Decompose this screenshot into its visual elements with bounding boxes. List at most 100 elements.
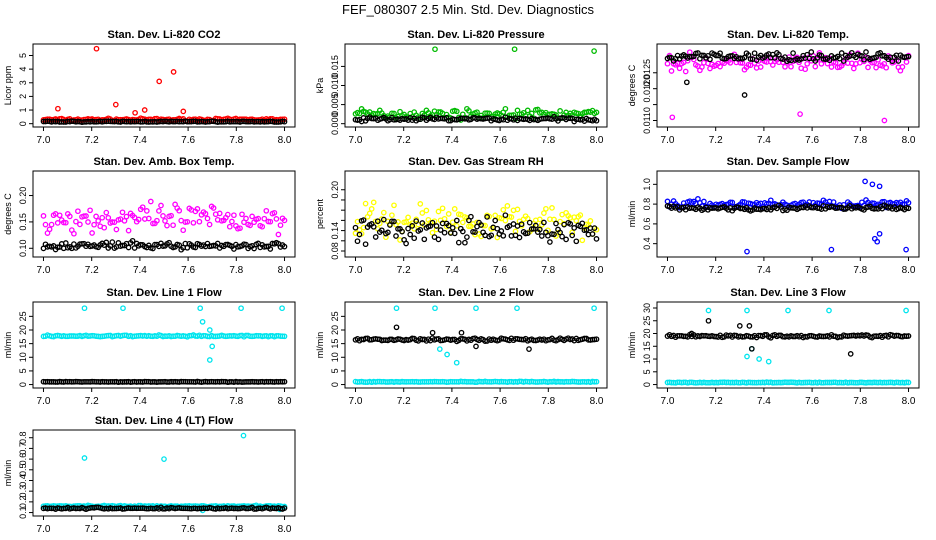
data-point <box>95 218 102 224</box>
data-point <box>190 219 197 226</box>
y-tick-label: 3 <box>18 80 28 85</box>
data-point <box>391 202 397 209</box>
data-point <box>502 105 509 112</box>
data-point-outlier <box>238 305 244 312</box>
data-point <box>109 219 116 225</box>
chart-panel-10: Stan. Dev. Line 4 (LT) Flow 7.0 7.2 7.4 7.6 7… <box>3 415 296 535</box>
data-point <box>275 231 282 238</box>
plot-frame <box>656 170 920 258</box>
data-point <box>429 229 436 236</box>
data-point <box>865 64 871 71</box>
data-point <box>883 64 890 71</box>
series-black <box>352 113 600 125</box>
data-point <box>541 219 547 226</box>
y-tick-label: 10 <box>330 352 340 362</box>
data-point <box>439 205 446 212</box>
x-tick-label: 7.8 <box>853 265 867 276</box>
data-point <box>826 57 833 64</box>
panel-title: Stan. Dev. Line 4 (LT) Flow <box>95 415 234 427</box>
data-point <box>247 222 253 229</box>
y-tick-label: 0.4 <box>642 237 652 250</box>
data-point-outlier <box>81 305 88 312</box>
panel-title: Stan. Dev. Gas Stream RH <box>408 156 544 168</box>
data-point-outlier <box>432 46 438 53</box>
data-point-outlier <box>765 358 772 365</box>
data-point <box>216 210 223 217</box>
data-point <box>103 209 110 216</box>
data-point <box>686 49 693 56</box>
data-point <box>593 378 600 385</box>
x-tick-label: 7.8 <box>229 396 243 407</box>
data-point <box>462 239 468 246</box>
data-point <box>109 239 116 245</box>
x-tick-label: 7.0 <box>37 524 51 535</box>
data-point <box>421 236 428 243</box>
data-point <box>101 224 108 231</box>
data-point <box>156 208 162 214</box>
data-point <box>524 107 531 114</box>
data-point <box>895 58 902 64</box>
data-point <box>281 505 288 511</box>
data-point <box>524 230 531 237</box>
y-tick-label: 10 <box>18 352 28 362</box>
data-point <box>419 220 426 226</box>
x-tick-label: 7.0 <box>661 135 675 146</box>
data-point <box>903 59 910 65</box>
data-point <box>502 212 509 219</box>
data-point <box>374 218 381 225</box>
data-point-outlier <box>591 305 597 312</box>
data-point <box>79 240 85 247</box>
data-point-outlier <box>156 78 163 85</box>
data-point-outlier <box>429 329 436 336</box>
y-tick-label: 0.1 <box>18 506 28 519</box>
y-tick-label: 0.20 <box>18 187 28 205</box>
chart-panel-1: Stan. Dev. Li-820 CO2 7.0 7.2 7.4 7.6 7.8 8.0 0… <box>3 29 296 146</box>
x-tick-label: 7.0 <box>349 396 363 407</box>
data-point-outlier <box>862 178 868 185</box>
x-tick-label: 7.6 <box>181 265 195 276</box>
y-tick-label: 0.5 <box>18 464 28 477</box>
data-point-outlier <box>393 324 400 331</box>
panel-title: Stan. Dev. Line 1 Flow <box>106 287 222 299</box>
y-axis-label: degrees C <box>627 64 637 106</box>
data-point <box>459 219 466 226</box>
series-black <box>40 118 288 126</box>
data-point <box>71 230 77 237</box>
x-tick-label: 7.8 <box>229 524 243 535</box>
data-point <box>93 213 99 220</box>
data-point-outlier <box>444 351 450 358</box>
data-point <box>504 203 511 209</box>
y-tick-label: 0 <box>330 382 340 387</box>
data-point <box>129 237 136 244</box>
x-tick-label: 7.6 <box>493 135 507 146</box>
data-point <box>352 224 359 231</box>
panel-title: Stan. Dev. Amb. Box Temp. <box>94 156 235 168</box>
y-tick-label: 0.20 <box>330 181 340 199</box>
data-point-outlier <box>81 455 88 461</box>
data-point <box>812 63 819 70</box>
data-point <box>279 378 286 385</box>
data-point-outlier <box>736 323 743 329</box>
data-point <box>695 50 701 56</box>
x-tick-label: 7.8 <box>541 396 555 407</box>
data-point <box>569 232 576 239</box>
data-point <box>196 218 203 225</box>
data-point <box>441 215 448 222</box>
y-tick-label: 0.010 <box>330 74 340 97</box>
data-point <box>516 234 523 241</box>
data-point-outlier <box>828 246 835 253</box>
data-point <box>840 58 847 64</box>
y-tick-label: 0.6 <box>18 453 28 466</box>
data-point <box>536 216 543 223</box>
data-point-outlier <box>120 305 126 312</box>
data-point <box>431 234 438 240</box>
y-tick-label: 25 <box>330 311 340 321</box>
y-tick-label: 0.0120 <box>642 75 652 103</box>
data-point <box>472 229 478 235</box>
data-point <box>210 205 217 211</box>
series-black <box>664 49 912 98</box>
x-tick-label: 7.4 <box>757 265 771 276</box>
series-black <box>352 324 600 352</box>
panel-title: Stan. Dev. Sample Flow <box>727 156 850 168</box>
data-point <box>567 115 574 122</box>
